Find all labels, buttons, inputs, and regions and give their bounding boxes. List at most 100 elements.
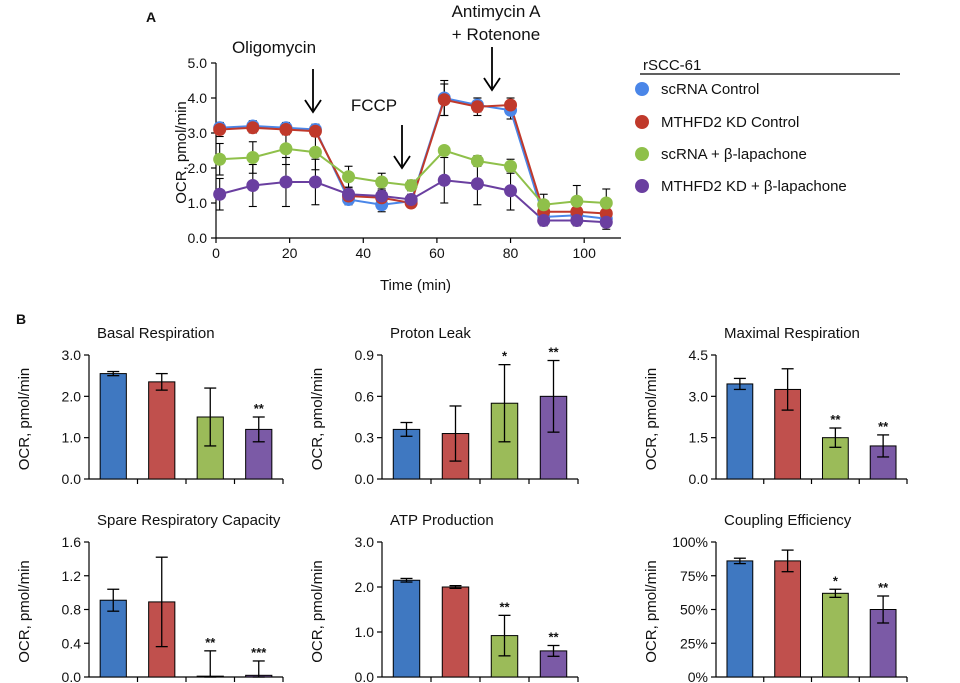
data-point-a-3 [246,179,260,192]
fccp-arrow-head [393,155,411,170]
data-point-a-3 [537,214,551,227]
y-tick-label-a: 1.0 [188,195,208,211]
data-point-a-2 [308,145,322,159]
data-point-a-1 [308,124,322,138]
significance-marker: ** [548,630,559,645]
subplot-y-axis-label: OCR, pmol/min [16,368,33,471]
significance-marker: *** [251,645,267,660]
data-point-a-1 [213,123,227,136]
subplot-y-tick-label: 0.3 [355,430,375,446]
subplot-y-tick-label: 1.0 [62,430,82,446]
subplot-y-tick-label: 25% [680,635,708,651]
subplot-y-tick-label: 1.6 [62,534,82,550]
data-point-a-1 [504,98,518,112]
subplot-y-tick-label: 0.8 [62,602,82,618]
legend-marker [635,82,649,96]
annotation-fccp: FCCP [351,96,397,115]
legend-marker [635,147,649,161]
significance-marker: * [833,573,839,588]
panel-label-b: B [16,311,26,327]
legend-marker [635,179,649,193]
legend-marker [635,115,649,129]
significance-marker: ** [830,412,841,427]
data-point-a-3 [504,184,518,198]
data-point-a-2 [279,142,293,156]
data-point-a-2 [504,159,518,173]
significance-marker: ** [878,580,889,595]
subplot-y-tick-label: 3.0 [62,347,82,363]
subplot-y-tick-label: 1.5 [689,430,709,446]
significance-marker: ** [499,599,510,614]
significance-marker: * [502,349,508,364]
subplot-y-tick-label: 100% [672,534,708,550]
bar [392,579,421,678]
data-point-a-2 [470,154,484,168]
subplot-y-tick-label: 75% [680,568,708,584]
y-tick-label-a: 4.0 [188,90,208,106]
data-point-a-3 [213,187,227,201]
bar [148,381,176,480]
x-axis-label-a: Time (min) [380,277,451,294]
subplot-y-tick-label: 4.5 [689,347,709,363]
data-point-a-2 [375,175,389,189]
subplot-y-tick-label: 0.0 [355,471,375,487]
legend-label: scRNA Control [661,81,759,98]
data-point-a-1 [279,123,293,136]
data-point-a-2 [599,196,613,210]
subplot-y-axis-label: OCR, pmol/min [643,368,660,471]
fccp-arrow [393,125,411,170]
x-tick-label-a: 20 [282,245,298,261]
y-tick-label-a: 3.0 [188,125,208,141]
data-point-a-2 [537,198,551,212]
subplot-y-tick-label: 0.4 [62,635,82,651]
subplot-y-tick-label: 0.0 [62,471,82,487]
bar [99,599,127,678]
data-point-a-3 [599,215,613,229]
x-tick-label-a: 100 [573,245,597,261]
data-point-a-2 [213,152,227,166]
subplot-y-axis-label: OCR, pmol/min [643,560,660,663]
data-point-a-2 [570,194,584,208]
subplot-title: Coupling Efficiency [724,512,852,529]
subplot-y-tick-label: 2.0 [62,388,82,404]
data-point-a-3 [279,175,293,189]
antimycin-arrow [483,47,501,92]
data-point-a-3 [570,214,584,227]
x-tick-label-a: 0 [212,245,220,261]
annotation-oligomycin: Oligomycin [232,38,316,57]
x-tick-label-a: 60 [429,245,445,261]
subplot-y-tick-label: 0.0 [62,669,82,683]
data-point-a-1 [470,100,484,114]
subplot-y-axis-label: OCR, pmol/min [309,560,326,663]
data-point-a-3 [308,175,322,189]
subplot-y-axis-label: OCR, pmol/min [309,368,326,471]
y-axis-label-a: OCR, pmol/min [173,101,190,204]
significance-marker: ** [254,401,265,416]
y-tick-label-a: 2.0 [188,160,208,176]
subplot-y-axis-label: OCR, pmol/min [16,560,33,663]
legend-title: rSCC-61 [643,57,701,74]
subplot-y-tick-label: 0.9 [355,347,375,363]
subplot-y-tick-label: 3.0 [689,388,709,404]
antimycin-arrow-head [483,77,501,92]
data-point-a-1 [437,93,451,107]
data-point-a-3 [342,187,356,201]
y-tick-label-a: 0.0 [188,230,208,246]
subplot-y-tick-label: 1.0 [355,624,375,640]
x-tick-label-a: 40 [355,245,371,261]
data-point-a-3 [437,173,451,187]
subplot-title: Maximal Respiration [724,325,860,342]
subplot-y-tick-label: 0.0 [355,669,375,683]
bar [726,383,754,480]
bar [821,592,849,678]
legend-label: scRNA + β-lapachone [661,146,807,163]
subplot-title: ATP Production [390,512,494,529]
subplot-y-tick-label: 3.0 [355,534,375,550]
subplot-title: Basal Respiration [97,325,215,342]
data-point-a-2 [437,144,451,157]
bar [726,560,754,678]
subplot-y-tick-label: 1.2 [62,568,82,584]
data-point-a-3 [375,189,389,203]
bar [392,428,421,480]
